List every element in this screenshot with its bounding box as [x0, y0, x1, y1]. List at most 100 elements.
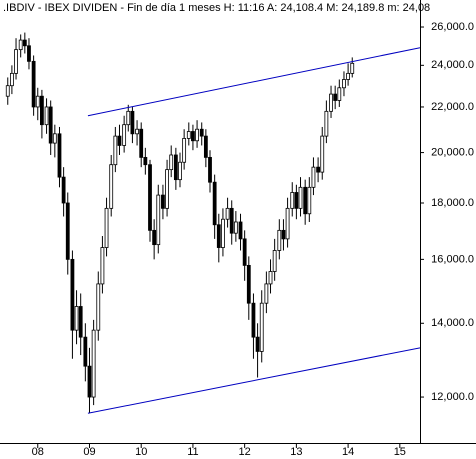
candle-body — [259, 302, 264, 352]
candle-body — [298, 186, 303, 209]
x-tick-label: 10 — [135, 446, 147, 458]
candle-body — [100, 247, 105, 285]
candle-body — [57, 133, 62, 178]
candle-body — [156, 194, 161, 246]
candle-body — [87, 365, 92, 398]
candle-body — [39, 95, 44, 126]
candle-body — [320, 135, 325, 173]
candle-body — [9, 72, 14, 87]
candle-body — [186, 131, 191, 139]
candle-body — [281, 229, 286, 240]
candle-body — [117, 135, 122, 146]
candle-body — [337, 87, 342, 101]
candle-body — [126, 110, 131, 126]
candle-body — [143, 156, 148, 166]
candle-body — [342, 79, 346, 89]
candle-body — [61, 176, 66, 204]
candle-body — [272, 250, 277, 272]
candle-body — [242, 238, 247, 266]
candle-body — [83, 336, 88, 367]
candle-body — [216, 224, 221, 248]
candle-body — [229, 207, 234, 234]
y-tick-label: 24,000.0 — [431, 59, 474, 71]
candle-body — [285, 207, 290, 240]
candle-body — [169, 154, 174, 171]
candle-body — [22, 39, 27, 47]
candle-body — [18, 39, 23, 51]
x-tick-label: 09 — [83, 446, 95, 458]
y-tick-label: 14,000.0 — [431, 317, 474, 329]
candle-body — [52, 133, 57, 144]
candle-body — [96, 283, 101, 331]
candle-body — [178, 161, 182, 181]
candle-body — [113, 135, 118, 166]
candle-body — [290, 192, 295, 209]
x-tick-label: 11 — [187, 446, 198, 458]
candle-body — [246, 264, 251, 304]
candle-body — [152, 229, 157, 246]
candle-body — [48, 106, 53, 144]
x-tick-label: 08 — [32, 446, 44, 458]
candle-body — [251, 302, 256, 338]
candle-body — [316, 166, 321, 173]
y-tick-label: 12,000.0 — [431, 391, 474, 403]
candle-body — [70, 258, 75, 331]
trend-line — [87, 347, 421, 414]
y-tick-label: 22,000.0 — [431, 101, 474, 113]
candle-body — [122, 124, 127, 146]
y-tick-label: 18,000.0 — [431, 197, 474, 209]
y-tick-label: 20,000.0 — [431, 146, 474, 158]
trend-line — [87, 47, 421, 117]
candle-body — [199, 128, 204, 137]
candle-body — [104, 207, 109, 248]
candle-body — [346, 72, 351, 80]
candle-body — [238, 221, 243, 240]
candle-body — [139, 128, 144, 158]
candle-body — [203, 135, 208, 158]
candle-body — [324, 110, 329, 137]
candle-body — [307, 186, 312, 215]
candle-body — [221, 218, 225, 248]
candle-body — [148, 164, 152, 231]
candle-body — [212, 181, 217, 226]
candle-body — [255, 336, 260, 352]
x-tick-label: 14 — [342, 446, 354, 458]
candle-body — [165, 169, 169, 209]
candle-body — [109, 164, 114, 209]
candle-body — [173, 154, 178, 181]
candle-body — [311, 166, 316, 188]
candle-body — [329, 93, 333, 112]
candle-body — [91, 329, 96, 398]
candle-body — [161, 194, 165, 209]
candle-body — [277, 229, 282, 251]
candle-body — [268, 271, 273, 285]
candle-body — [130, 110, 135, 135]
candle-body — [264, 283, 269, 304]
candle-body — [233, 221, 238, 234]
candle-body — [14, 49, 18, 74]
candle-body — [182, 138, 187, 163]
candle-body — [27, 45, 31, 62]
candle-body — [78, 306, 83, 338]
candle-body — [225, 207, 230, 220]
candle-body — [31, 60, 36, 108]
candle-body — [35, 95, 40, 108]
y-tick-label: 16,000.0 — [431, 253, 474, 265]
x-tick-label: 12 — [239, 446, 251, 458]
candle-body — [44, 106, 49, 126]
candle-body — [74, 306, 79, 331]
candle-body — [135, 128, 139, 135]
candle-body — [191, 131, 195, 142]
candle-body — [5, 85, 10, 97]
candle-body — [208, 156, 212, 183]
candle-body — [294, 192, 299, 209]
x-tick-label: 13 — [290, 446, 302, 458]
chart-title: .IBDIV - IBEX DIVIDEN - Fin de día 1 mes… — [3, 2, 430, 14]
candle-body — [195, 128, 199, 142]
x-tick-label: 15 — [394, 446, 406, 458]
y-tick-label: 26,000.0 — [431, 21, 474, 33]
candle-body — [303, 186, 308, 215]
candle-body — [350, 62, 355, 74]
